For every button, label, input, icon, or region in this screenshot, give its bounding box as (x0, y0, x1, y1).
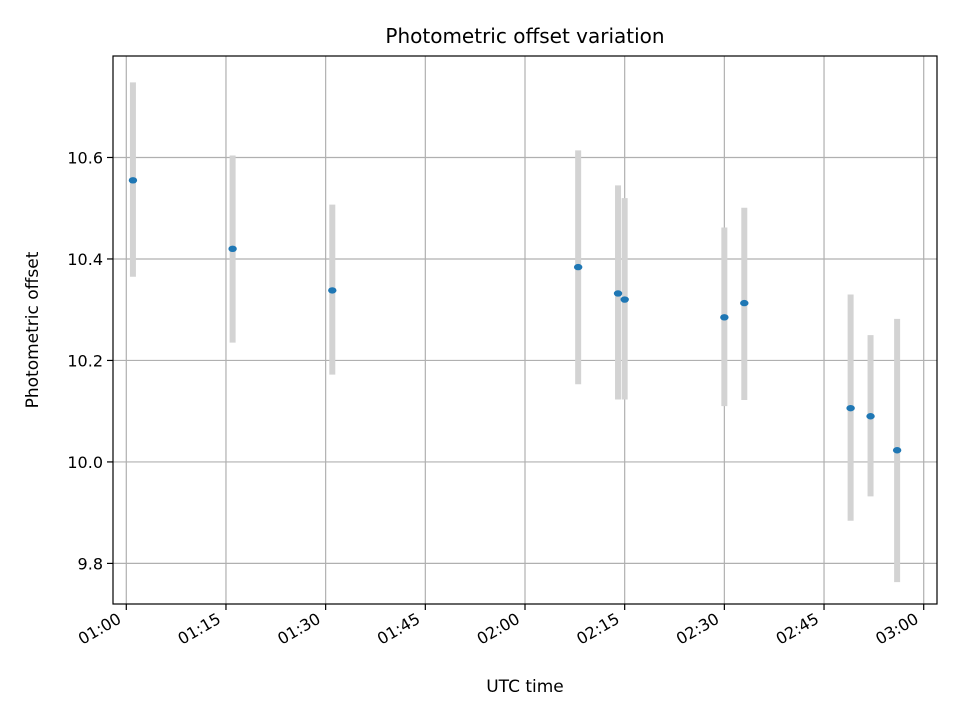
grid (113, 56, 937, 604)
y-tick-label: 10.4 (67, 250, 103, 269)
data-point (328, 287, 337, 294)
data-point (613, 290, 623, 297)
data-point (892, 447, 902, 454)
data-point (620, 296, 629, 303)
data-point (846, 404, 855, 412)
data-point (720, 314, 729, 321)
y-tick-label: 9.8 (78, 554, 103, 573)
data-point (128, 177, 138, 184)
chart-title: Photometric offset variation (385, 24, 664, 48)
data-point (866, 413, 875, 420)
y-tick-label: 10.2 (67, 351, 103, 370)
data-point (573, 263, 583, 271)
x-axis-label: UTC time (486, 677, 564, 697)
y-tick-label: 10.0 (67, 453, 103, 472)
y-axis-label: Photometric offset (23, 251, 43, 408)
data-point (740, 299, 749, 307)
data-point (228, 245, 237, 253)
y-axis-ticks: 9.8 10.0 10.2 10.4 10.6 (67, 148, 113, 573)
data-points (128, 177, 902, 454)
y-tick-label: 10.6 (67, 148, 103, 167)
